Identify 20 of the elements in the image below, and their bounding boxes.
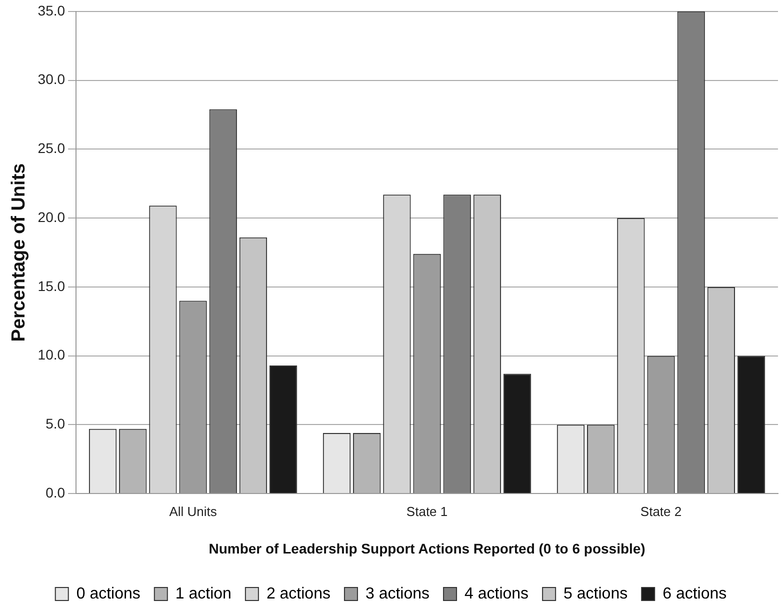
y-tick-label: 25.0: [38, 140, 66, 156]
legend-label: 4 actions: [464, 585, 529, 602]
x-tick-label: All Units: [169, 504, 218, 519]
y-tick-label: 20.0: [38, 208, 66, 225]
legend-label: 6 actions: [662, 585, 727, 602]
legend-label: 1 action: [175, 585, 232, 602]
y-tick-label: 0.0: [46, 484, 66, 500]
y-axis-title: Percentage of Units: [8, 163, 30, 342]
y-tick-label: 10.0: [38, 346, 66, 363]
y-tick-label: 35.0: [38, 2, 66, 18]
legend-label: 3 actions: [365, 585, 430, 602]
y-tick-label: 5.0: [46, 416, 66, 432]
y-tick-label: 30.0: [38, 71, 66, 88]
legend-label: 2 actions: [266, 585, 330, 602]
legend-label: 5 actions: [564, 585, 628, 602]
x-tick-label: State 2: [640, 504, 682, 519]
x-axis-title: Number of Leadership Support Actions Reported (0 to 6 possible): [208, 540, 646, 556]
x-tick-label: State 1: [406, 504, 448, 519]
legend-label: 0 actions: [76, 585, 140, 602]
y-tick-label: 15.0: [38, 278, 66, 294]
